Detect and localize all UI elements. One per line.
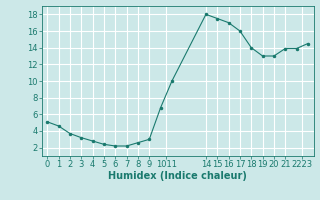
X-axis label: Humidex (Indice chaleur): Humidex (Indice chaleur) [108,171,247,181]
